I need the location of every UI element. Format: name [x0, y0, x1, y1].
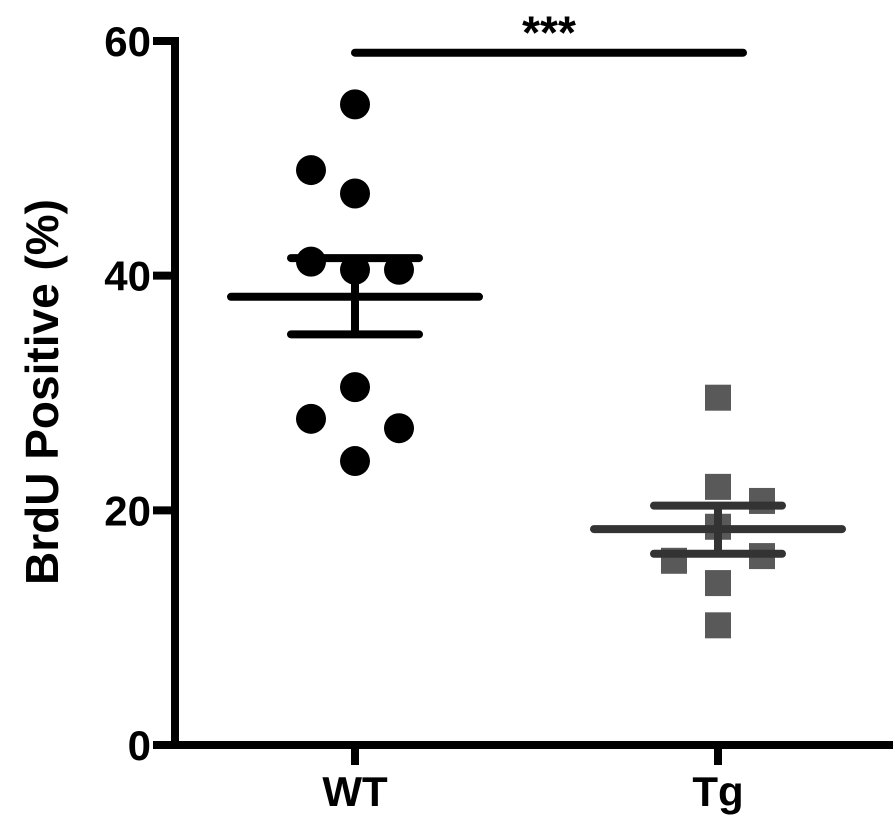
- axes: [171, 37, 893, 749]
- data-point-square: [705, 473, 731, 500]
- x-ticks: WT Tg: [322, 745, 744, 815]
- data-point-circle: [340, 372, 370, 403]
- data-point-square: [705, 570, 731, 597]
- y-tick-label: 40: [104, 253, 151, 300]
- y-tick-label: 60: [104, 18, 151, 65]
- significance-label: ***: [522, 7, 576, 59]
- y-axis-title: BrdU Positive (%): [16, 199, 68, 585]
- data-point-square: [705, 612, 731, 639]
- data-point-square: [705, 384, 731, 411]
- data-point-square: [749, 487, 775, 514]
- data-point-circle: [384, 413, 414, 444]
- significance-annotation: ***: [351, 7, 747, 59]
- y-ticks: 0 20 40 60: [104, 18, 175, 769]
- data-point-circle: [296, 403, 326, 434]
- data-point-circle: [340, 89, 370, 120]
- x-category-label: Tg: [692, 768, 743, 815]
- data-point-circle: [384, 254, 414, 285]
- data-point-circle: [340, 446, 370, 477]
- data-point-circle: [340, 178, 370, 209]
- data-point-circle: [296, 155, 326, 186]
- mean-error-bars: [227, 254, 846, 558]
- x-category-label: WT: [322, 768, 388, 815]
- y-tick-label: 20: [104, 487, 151, 534]
- y-tick-label: 0: [128, 722, 151, 769]
